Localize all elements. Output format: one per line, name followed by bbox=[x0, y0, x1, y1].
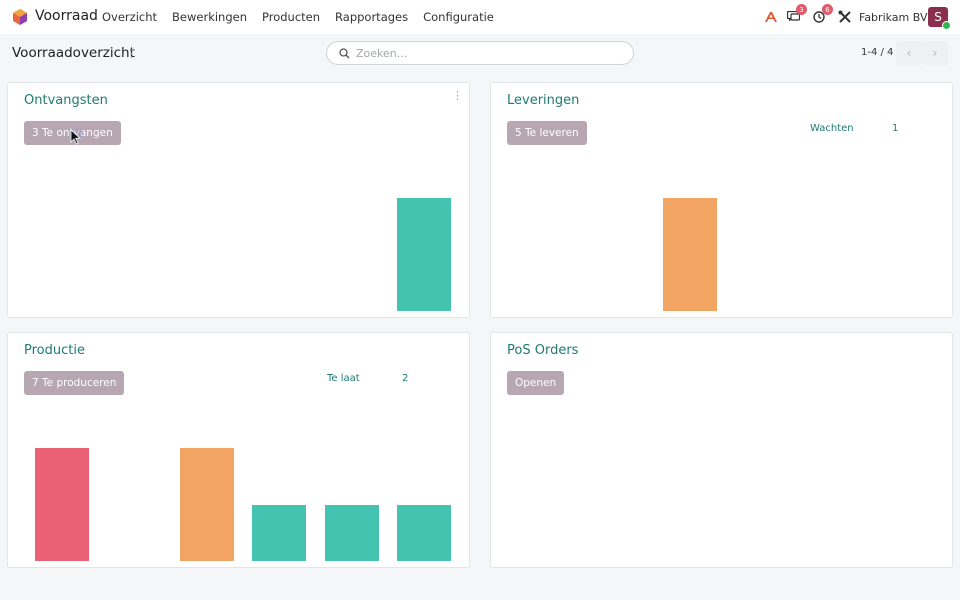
card-productie: Productie 7 Te produceren Te laat 2 bbox=[7, 332, 470, 568]
open-session-button[interactable]: Openen bbox=[507, 371, 565, 395]
chat-icon[interactable]: 3 bbox=[785, 4, 807, 25]
chart-bar[interactable] bbox=[397, 198, 451, 311]
tools-systray[interactable] bbox=[837, 0, 853, 34]
chat-badge: 3 bbox=[796, 4, 807, 15]
receipts-chart[interactable] bbox=[23, 198, 457, 311]
search-input[interactable] bbox=[356, 46, 616, 60]
card-title[interactable]: Ontvangsten bbox=[24, 93, 108, 108]
company-switcher[interactable]: Fabrikam BV bbox=[859, 11, 928, 24]
clock-icon[interactable]: 6 bbox=[811, 4, 833, 25]
app-logo-icon[interactable] bbox=[12, 9, 28, 25]
waiting-value[interactable]: 1 bbox=[892, 123, 899, 134]
chart-bar[interactable] bbox=[397, 504, 451, 561]
menu-item-configuratie[interactable]: Configuratie bbox=[423, 10, 494, 24]
card-title[interactable]: Productie bbox=[24, 343, 85, 358]
main-menu: Overzicht Bewerkingen Producten Rapporta… bbox=[102, 10, 494, 24]
waiting-label[interactable]: Wachten bbox=[810, 123, 854, 134]
menu-item-bewerkingen[interactable]: Bewerkingen bbox=[172, 10, 247, 24]
tools-icon[interactable] bbox=[837, 9, 853, 25]
deliveries-button[interactable]: 5 Te leveren bbox=[507, 121, 587, 145]
card-menu-icon[interactable]: ⋮ bbox=[452, 89, 463, 102]
mouse-cursor-icon bbox=[70, 129, 83, 145]
page-title: Voorraadoverzicht bbox=[12, 45, 135, 61]
chevron-right-icon: › bbox=[932, 46, 938, 60]
production-chart[interactable] bbox=[23, 448, 457, 561]
font-icon[interactable] bbox=[763, 9, 779, 25]
top-navbar: Voorraad Overzicht Bewerkingen Producten… bbox=[0, 0, 960, 34]
deliveries-chart[interactable] bbox=[506, 198, 940, 311]
presence-dot bbox=[942, 21, 951, 30]
user-avatar[interactable]: S bbox=[928, 7, 951, 30]
chart-bar[interactable] bbox=[35, 448, 90, 561]
late-value[interactable]: 2 bbox=[402, 373, 409, 384]
chevron-left-icon: ‹ bbox=[906, 46, 912, 60]
chart-bar[interactable] bbox=[252, 504, 307, 561]
receipts-button[interactable]: 3 Te ontvangen bbox=[24, 121, 121, 145]
menu-item-rapportages[interactable]: Rapportages bbox=[335, 10, 409, 24]
pager-value[interactable]: 1-4 / 4 bbox=[861, 47, 894, 58]
chart-bar[interactable] bbox=[663, 198, 717, 311]
menu-item-overzicht[interactable]: Overzicht bbox=[102, 10, 158, 24]
activity-badge: 6 bbox=[822, 4, 833, 15]
search-bar[interactable] bbox=[326, 41, 634, 65]
actions-menu-icon[interactable]: ⋮ bbox=[126, 47, 137, 60]
pager-next-button[interactable]: › bbox=[922, 41, 948, 65]
card-pos-orders: PoS Orders Openen bbox=[490, 332, 953, 568]
activity-systray[interactable]: 6 bbox=[811, 0, 833, 34]
avatar-letter: S bbox=[934, 10, 942, 24]
chart-bar[interactable] bbox=[324, 504, 379, 561]
menu-item-producten[interactable]: Producten bbox=[262, 10, 321, 24]
production-button[interactable]: 7 Te produceren bbox=[24, 371, 125, 395]
search-icon bbox=[339, 47, 350, 58]
chat-systray[interactable]: 3 bbox=[785, 0, 807, 34]
card-ontvangsten: Ontvangsten ⋮ 3 Te ontvangen bbox=[7, 82, 470, 318]
card-title[interactable]: PoS Orders bbox=[507, 343, 579, 358]
font-systray[interactable] bbox=[763, 0, 779, 34]
pager-previous-button[interactable]: ‹ bbox=[896, 41, 922, 65]
card-leveringen: Leveringen 5 Te leveren Wachten 1 bbox=[490, 82, 953, 318]
card-title[interactable]: Leveringen bbox=[507, 93, 580, 108]
late-label[interactable]: Te laat bbox=[327, 373, 360, 384]
app-name[interactable]: Voorraad bbox=[35, 8, 98, 24]
chart-bar[interactable] bbox=[180, 448, 234, 561]
